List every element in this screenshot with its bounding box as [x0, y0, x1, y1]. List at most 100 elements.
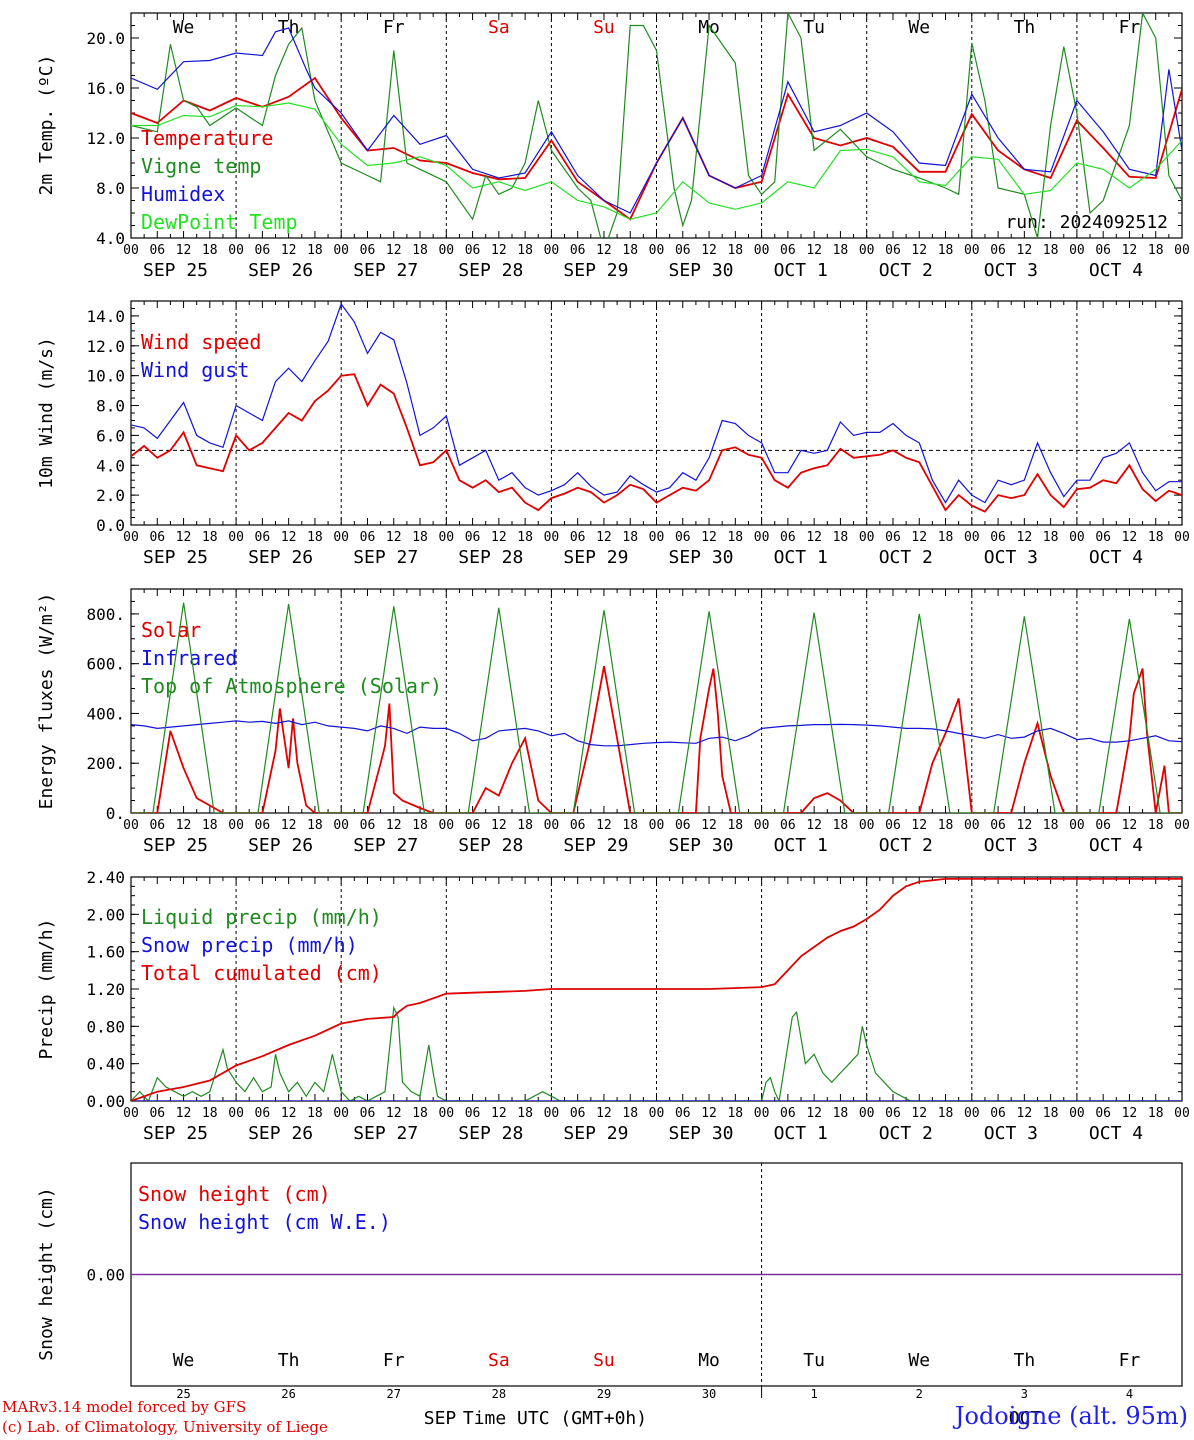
- x-hour-label: 12: [281, 818, 297, 833]
- x-hour-label: 18: [727, 1106, 743, 1121]
- x-hour-label: 00: [754, 1106, 770, 1121]
- y-tick-label: 10.0: [86, 367, 125, 386]
- x-day-label: OCT 4: [1089, 547, 1143, 568]
- x-hour-label: 00: [964, 818, 980, 833]
- x-hour-label: 18: [938, 818, 954, 833]
- x-hour-label: 00: [228, 243, 244, 258]
- weekday-label: Tu: [803, 1350, 825, 1371]
- x-hour-label: 00: [649, 1106, 665, 1121]
- x-hour-label: 06: [1095, 530, 1111, 545]
- x-hour-label: 12: [176, 1106, 192, 1121]
- x-hour-label: 00: [333, 243, 349, 258]
- x-hour-label: 18: [622, 818, 638, 833]
- weekday-label: Sa: [488, 17, 510, 38]
- x-day-label: SEP 25: [143, 260, 208, 281]
- x-hour-label: 06: [990, 818, 1006, 833]
- series-line-top-of-atmosphere-solar-: [131, 602, 1182, 813]
- legend-label: DewPoint Temp: [141, 210, 298, 234]
- x-day-label: OCT 2: [879, 547, 933, 568]
- weekday-label: Fr: [1119, 1350, 1141, 1371]
- x-hour-label: 00: [123, 243, 139, 258]
- x-hour-label: 12: [386, 530, 402, 545]
- y-axis-label: Energy fluxes (W/m²): [36, 593, 57, 810]
- legend-label: Snow height (cm W.E.): [138, 1210, 391, 1234]
- x-hour-label: 00: [333, 530, 349, 545]
- x-hour-label: 06: [885, 243, 901, 258]
- x-hour-label: 18: [833, 818, 849, 833]
- x-hour-label: 00: [544, 530, 560, 545]
- x-axis-title: Time UTC (GMT+0h): [463, 1408, 647, 1429]
- x-hour-label: 12: [911, 1106, 927, 1121]
- x-hour-label: 06: [149, 1106, 165, 1121]
- x-day-label: SEP 28: [458, 1123, 523, 1144]
- x-day-label: OCT 4: [1089, 260, 1143, 281]
- x-hour-label: 18: [202, 243, 218, 258]
- x-hour-label: 06: [570, 530, 586, 545]
- x-hour-label: 06: [780, 530, 796, 545]
- day-number-label: 1: [811, 1387, 818, 1401]
- y-tick-label: 12.0: [86, 129, 125, 148]
- y-tick-label: 0.0: [96, 516, 125, 535]
- y-tick-label: 20.0: [86, 29, 125, 48]
- day-number-label: 28: [492, 1387, 506, 1401]
- x-hour-label: 18: [622, 530, 638, 545]
- x-hour-label: 06: [255, 530, 271, 545]
- x-hour-label: 18: [202, 818, 218, 833]
- x-day-label: OCT 2: [879, 835, 933, 856]
- x-hour-label: 06: [1095, 818, 1111, 833]
- month-label: OCT: [1009, 1408, 1042, 1429]
- x-hour-label: 00: [964, 1106, 980, 1121]
- x-day-label: OCT 3: [984, 260, 1038, 281]
- legend-label: Top of Atmosphere (Solar): [141, 674, 442, 698]
- x-hour-label: 12: [911, 243, 927, 258]
- y-tick-label: 12.0: [86, 337, 125, 356]
- x-day-label: SEP 28: [458, 835, 523, 856]
- day-number-label: 30: [702, 1387, 716, 1401]
- x-hour-label: 18: [622, 243, 638, 258]
- x-hour-label: 12: [281, 243, 297, 258]
- x-hour-label: 12: [701, 243, 717, 258]
- y-tick-label: 6.0: [96, 426, 125, 445]
- x-hour-label: 00: [333, 818, 349, 833]
- day-number-label: 27: [387, 1387, 401, 1401]
- x-day-label: SEP 28: [458, 547, 523, 568]
- y-tick-label: 2.00: [86, 905, 125, 924]
- x-hour-label: 18: [1148, 530, 1164, 545]
- y-tick-label: 0.: [106, 804, 125, 823]
- x-day-label: SEP 25: [143, 1123, 208, 1144]
- x-hour-label: 06: [780, 1106, 796, 1121]
- x-hour-label: 06: [570, 243, 586, 258]
- x-hour-label: 00: [1069, 818, 1085, 833]
- x-hour-label: 12: [701, 530, 717, 545]
- x-hour-label: 00: [964, 530, 980, 545]
- y-tick-label: 8.0: [96, 397, 125, 416]
- x-hour-label: 12: [176, 818, 192, 833]
- weekday-label: Su: [593, 1350, 615, 1371]
- weekday-label: Sa: [488, 1350, 510, 1371]
- x-hour-label: 06: [255, 1106, 271, 1121]
- x-hour-label: 18: [833, 530, 849, 545]
- x-hour-label: 12: [911, 530, 927, 545]
- x-hour-label: 00: [438, 1106, 454, 1121]
- x-day-label: SEP 26: [248, 547, 313, 568]
- x-hour-label: 12: [281, 1106, 297, 1121]
- x-hour-label: 06: [149, 818, 165, 833]
- x-hour-label: 06: [255, 243, 271, 258]
- x-day-label: SEP 29: [563, 547, 628, 568]
- x-hour-label: 00: [859, 530, 875, 545]
- x-day-label: SEP 30: [669, 260, 734, 281]
- weekday-label: We: [908, 17, 930, 38]
- x-day-label: OCT 4: [1089, 835, 1143, 856]
- station-title: Jodoigne (alt. 95m): [954, 1402, 1188, 1430]
- x-hour-label: 18: [1148, 1106, 1164, 1121]
- x-day-label: SEP 26: [248, 1123, 313, 1144]
- x-hour-label: 06: [465, 243, 481, 258]
- x-hour-label: 06: [465, 1106, 481, 1121]
- x-day-label: OCT 1: [774, 547, 828, 568]
- legend-label: Humidex: [141, 182, 225, 206]
- x-hour-label: 06: [675, 1106, 691, 1121]
- x-hour-label: 06: [465, 530, 481, 545]
- x-hour-label: 06: [255, 818, 271, 833]
- x-hour-label: 00: [754, 243, 770, 258]
- x-hour-label: 00: [544, 1106, 560, 1121]
